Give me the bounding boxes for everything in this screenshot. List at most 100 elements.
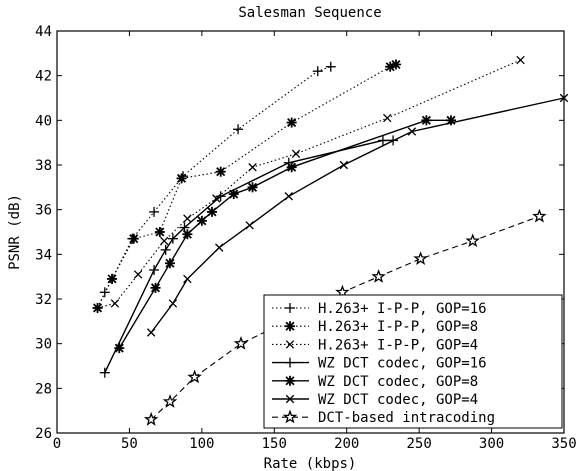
data-point [233, 336, 249, 350]
data-point [183, 214, 192, 223]
data-point [339, 160, 349, 170]
legend-label-2: H.263+ I-P-P, GOP=4 [318, 337, 478, 353]
data-point [284, 192, 293, 201]
y-tick-label: 34 [35, 247, 52, 263]
series-2 [93, 55, 525, 313]
data-point [206, 206, 217, 217]
data-point [128, 233, 139, 244]
series-line-2 [97, 59, 521, 309]
x-tick-label: 300 [479, 436, 504, 452]
data-point [215, 191, 226, 202]
legend-label-6: DCT-based intracoding [318, 410, 495, 426]
legend-marker-4 [285, 375, 295, 386]
data-point [383, 113, 392, 123]
data-point [325, 61, 336, 72]
data-point [233, 124, 244, 135]
data-point [286, 162, 297, 173]
x-axis-label: Rate (kbps) [264, 456, 357, 471]
data-point [159, 236, 169, 246]
y-tick-label: 30 [35, 337, 52, 353]
data-point [168, 299, 178, 308]
data-point [187, 369, 202, 384]
legend-marker-5 [285, 394, 295, 404]
data-point [390, 59, 401, 70]
y-tick-label: 38 [35, 158, 52, 174]
data-point [160, 244, 171, 255]
series-0 [92, 61, 336, 313]
y-tick-label: 36 [35, 203, 52, 219]
data-point [312, 66, 323, 77]
data-point [143, 411, 159, 426]
data-point [407, 127, 417, 136]
data-point [154, 227, 165, 237]
data-point [371, 269, 386, 283]
data-point [93, 303, 102, 313]
x-tick-label: 200 [334, 436, 359, 452]
legend-label-4: WZ DCT codec, GOP=8 [318, 374, 478, 390]
chart-title: Salesman Sequence [238, 5, 381, 21]
legend-box [263, 294, 563, 429]
data-point [286, 117, 297, 128]
y-axis-label: PSNR (dB) [7, 194, 23, 270]
x-tick-label: 50 [121, 436, 138, 452]
y-tick-label: 32 [35, 292, 52, 308]
series-5 [146, 93, 569, 337]
data-point [176, 173, 187, 184]
legend-marker-0 [285, 303, 295, 313]
legend-marker-6 [282, 409, 298, 424]
legend-label-1: H.263+ I-P-P, GOP=8 [318, 319, 478, 335]
data-point [146, 328, 156, 337]
data-point [228, 189, 239, 200]
series-3 [99, 135, 399, 378]
data-point [421, 115, 432, 126]
data-point [162, 394, 178, 408]
data-point [465, 233, 480, 248]
data-point [167, 233, 178, 244]
data-point [107, 273, 118, 284]
data-point [99, 367, 110, 378]
series-1 [92, 59, 401, 313]
legend-marker-2 [285, 340, 295, 349]
legend: H.263+ I-P-P, GOP=16 H.263+ I-P-P, GOP=8 H… [263, 294, 563, 429]
data-point [182, 229, 193, 240]
y-tick-label: 28 [35, 381, 52, 397]
data-point [516, 55, 525, 65]
data-point [183, 274, 192, 284]
legend-marker-1 [285, 321, 295, 332]
data-point [532, 208, 547, 223]
data-point [413, 251, 428, 266]
x-tick-label: 350 [551, 436, 576, 452]
data-point [215, 243, 224, 252]
plot-frame [56, 30, 565, 434]
series-line-1 [97, 63, 397, 309]
data-point [149, 264, 160, 275]
legend-label-0: H.263+ I-P-P, GOP=16 [318, 301, 487, 317]
data-point [164, 258, 175, 269]
data-point [245, 221, 254, 230]
y-tick-label: 26 [35, 426, 52, 442]
data-point [149, 206, 160, 217]
data-point [248, 163, 257, 172]
y-tick-label: 44 [35, 24, 52, 40]
data-point [110, 299, 120, 308]
axis-ticks: 0 50 100 150 200 250 300 350 26 28 30 32 34 36 38 40 42 4… [35, 24, 577, 452]
x-tick-label: 150 [262, 436, 287, 452]
data-point [196, 215, 207, 226]
data-point [114, 343, 125, 354]
series-line-0 [97, 66, 331, 309]
data-point [247, 182, 258, 193]
x-tick-label: 100 [189, 436, 214, 452]
data-point [377, 135, 388, 146]
legend-marker-3 [285, 357, 295, 368]
data-point [133, 270, 143, 279]
x-tick-label: 250 [406, 436, 431, 452]
y-tick-label: 42 [35, 69, 52, 85]
data-point [215, 166, 226, 177]
legend-label-5: WZ DCT codec, GOP=4 [318, 392, 478, 408]
data-point [291, 149, 301, 159]
y-tick-label: 40 [35, 113, 52, 129]
legend-label-3: WZ DCT codec, GOP=16 [318, 356, 487, 372]
x-tick-label: 0 [53, 436, 61, 452]
data-point [150, 282, 161, 293]
